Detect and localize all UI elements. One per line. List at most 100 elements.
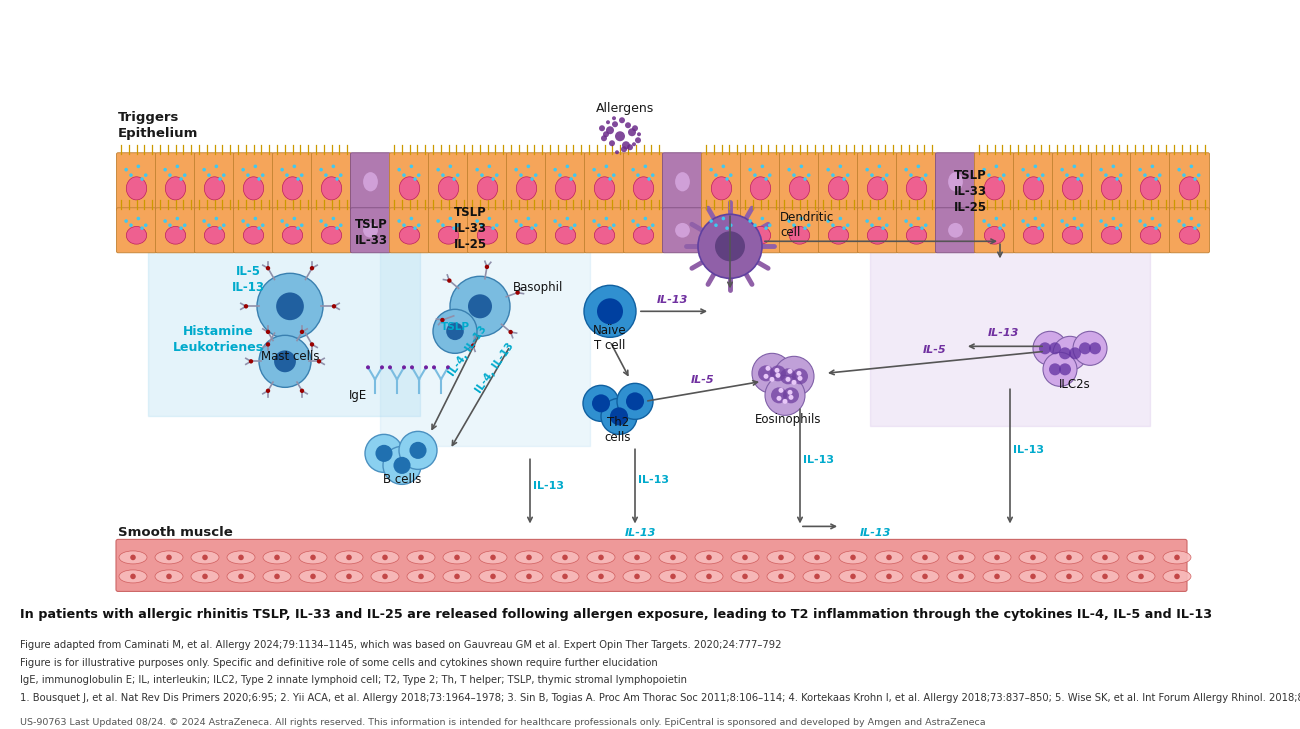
Circle shape [612, 223, 616, 227]
Circle shape [878, 217, 881, 220]
Ellipse shape [227, 551, 255, 564]
Ellipse shape [623, 570, 651, 583]
Circle shape [785, 377, 790, 382]
Circle shape [1041, 223, 1045, 227]
Circle shape [870, 223, 874, 227]
Circle shape [265, 266, 270, 270]
Ellipse shape [594, 227, 615, 244]
Circle shape [274, 351, 296, 373]
Circle shape [448, 217, 452, 220]
Circle shape [584, 285, 636, 338]
Circle shape [885, 174, 889, 177]
Circle shape [788, 168, 790, 171]
Circle shape [881, 177, 885, 181]
Text: Epithelium: Epithelium [118, 128, 199, 140]
Circle shape [615, 150, 619, 155]
Circle shape [651, 223, 654, 227]
Circle shape [725, 177, 729, 181]
Text: US-90763 Last Updated 08/24. © 2024 AstraZeneca. All rights reserved. This infor: US-90763 Last Updated 08/24. © 2024 Astr… [20, 717, 985, 727]
Ellipse shape [477, 227, 498, 244]
Circle shape [608, 177, 612, 181]
Circle shape [257, 273, 322, 339]
Circle shape [530, 227, 534, 230]
Ellipse shape [867, 177, 888, 200]
Circle shape [1034, 217, 1037, 220]
Ellipse shape [1164, 570, 1191, 583]
Circle shape [729, 174, 733, 177]
Circle shape [136, 217, 140, 220]
Circle shape [261, 174, 265, 177]
Circle shape [446, 322, 464, 340]
Circle shape [367, 365, 370, 370]
Circle shape [881, 227, 885, 230]
Circle shape [417, 223, 421, 227]
Circle shape [779, 574, 784, 580]
Circle shape [909, 223, 913, 227]
Circle shape [382, 574, 387, 580]
Circle shape [1104, 223, 1108, 227]
Circle shape [714, 223, 718, 227]
Text: IL-13: IL-13 [656, 295, 688, 305]
Ellipse shape [1062, 227, 1083, 244]
Circle shape [1002, 223, 1006, 227]
Ellipse shape [983, 551, 1011, 564]
Ellipse shape [984, 177, 1005, 200]
Circle shape [788, 369, 793, 374]
FancyBboxPatch shape [507, 153, 546, 211]
Circle shape [454, 555, 460, 560]
Circle shape [1022, 168, 1024, 171]
Circle shape [1190, 165, 1193, 168]
Circle shape [800, 217, 803, 220]
Circle shape [885, 223, 889, 227]
Circle shape [1100, 168, 1102, 171]
Ellipse shape [551, 551, 578, 564]
FancyBboxPatch shape [312, 153, 351, 211]
FancyBboxPatch shape [390, 153, 429, 211]
Text: Triggers: Triggers [118, 112, 179, 124]
Circle shape [710, 168, 712, 171]
Circle shape [807, 174, 811, 177]
Circle shape [554, 168, 556, 171]
FancyBboxPatch shape [936, 153, 975, 211]
Circle shape [706, 555, 712, 560]
Ellipse shape [1062, 177, 1083, 200]
Ellipse shape [551, 570, 578, 583]
Text: IL-13: IL-13 [987, 328, 1019, 338]
Circle shape [410, 365, 413, 370]
FancyBboxPatch shape [780, 153, 819, 211]
Ellipse shape [165, 177, 186, 200]
Ellipse shape [1127, 570, 1154, 583]
Polygon shape [380, 252, 590, 446]
Circle shape [766, 366, 771, 371]
Circle shape [887, 574, 892, 580]
Ellipse shape [282, 227, 303, 244]
Circle shape [136, 165, 140, 168]
Text: TSLP
IL-33
IL-25: TSLP IL-33 IL-25 [953, 169, 987, 214]
FancyBboxPatch shape [117, 208, 156, 253]
FancyBboxPatch shape [546, 153, 585, 211]
Circle shape [909, 174, 913, 177]
Circle shape [490, 574, 495, 580]
Circle shape [317, 359, 321, 364]
Circle shape [446, 365, 450, 370]
Circle shape [807, 223, 811, 227]
Circle shape [437, 219, 439, 223]
Circle shape [760, 165, 764, 168]
Circle shape [753, 174, 757, 177]
Circle shape [634, 137, 641, 143]
Circle shape [838, 165, 842, 168]
Circle shape [413, 177, 417, 181]
Circle shape [261, 223, 265, 227]
Circle shape [597, 174, 601, 177]
Circle shape [1182, 174, 1186, 177]
Circle shape [218, 177, 222, 181]
Text: Allergic rhinitis is an IgE-mediated response to inhaled allergens characterized: Allergic rhinitis is an IgE-mediated res… [21, 13, 1295, 41]
Circle shape [164, 219, 166, 223]
Circle shape [916, 165, 920, 168]
Circle shape [922, 574, 928, 580]
Circle shape [292, 217, 296, 220]
Circle shape [838, 217, 842, 220]
Circle shape [599, 125, 605, 131]
Circle shape [842, 177, 846, 181]
FancyBboxPatch shape [780, 208, 819, 253]
